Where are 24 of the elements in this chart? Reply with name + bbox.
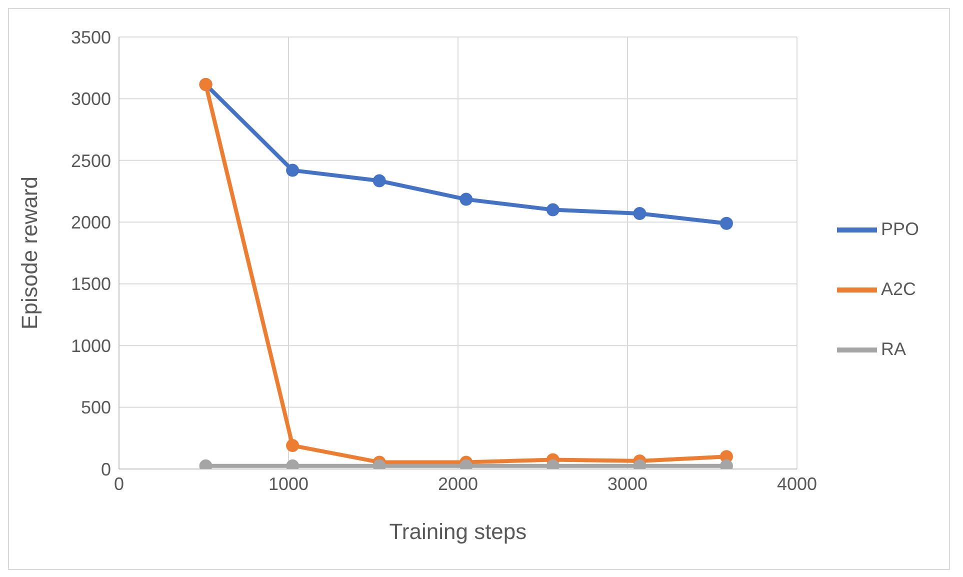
- point: [372, 174, 386, 188]
- x-axis-title: Training steps: [389, 519, 527, 544]
- y-tick-label: 3500: [70, 27, 111, 48]
- point: [633, 207, 646, 220]
- y-tick-label: 3000: [70, 89, 111, 110]
- x-tick-label: 3000: [607, 474, 648, 494]
- legend-label: A2C: [880, 279, 916, 299]
- point: [286, 164, 300, 177]
- y-tick-label: 2000: [70, 212, 111, 233]
- y-tick-label: 2500: [70, 150, 111, 171]
- y-tick-label: 1500: [70, 274, 111, 294]
- x-tick-label: 1000: [268, 474, 309, 494]
- x-tick-label: 0: [114, 474, 124, 494]
- point: [546, 203, 560, 216]
- y-tick-label: 1000: [70, 336, 111, 356]
- legend-label: RA: [880, 339, 906, 359]
- y-tick-label: 500: [80, 398, 111, 418]
- x-tick-label: 2000: [438, 474, 478, 494]
- point: [460, 192, 473, 206]
- y-axis-title: Episode reward: [16, 176, 42, 330]
- legend-label: PPO: [880, 219, 919, 239]
- y-tick-label: 0: [100, 459, 111, 480]
- point: [720, 216, 733, 230]
- x-tick-label: 4000: [776, 474, 818, 494]
